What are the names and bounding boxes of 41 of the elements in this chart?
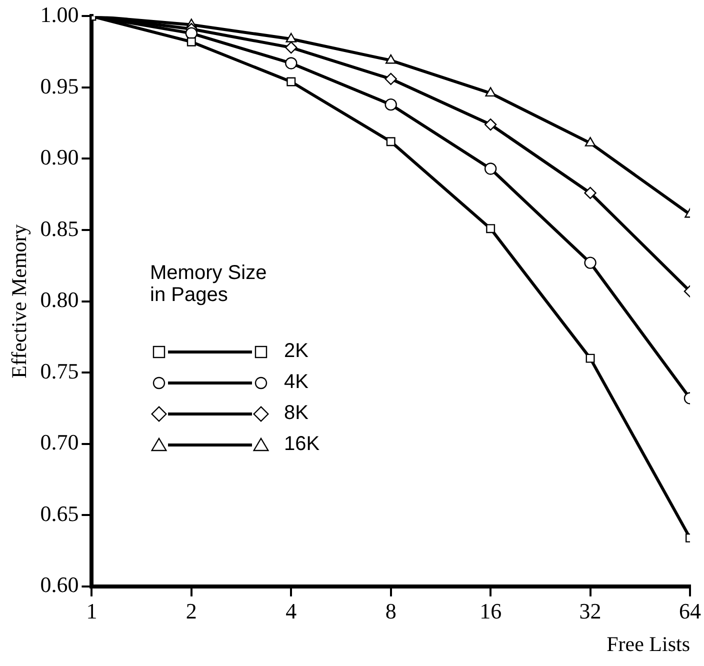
y-tick-label: 0.60: [40, 572, 79, 598]
point: [584, 256, 596, 269]
legend-label: 2K: [284, 340, 308, 363]
x-tick-label: 1: [86, 598, 98, 624]
point: [385, 54, 396, 64]
point: [484, 162, 497, 175]
legend-label: 4K: [284, 371, 308, 394]
x-tick-label: 32: [579, 598, 602, 624]
point: [384, 98, 397, 111]
y-axis-title: Effective Memory: [7, 224, 32, 378]
x-axis-title: Free Lists: [606, 632, 690, 656]
y-tick-label: 0.80: [40, 287, 79, 312]
y-tick-label: 0.65: [40, 500, 79, 526]
point: [485, 87, 496, 97]
point: [584, 136, 596, 146]
x-tick-label: 64: [679, 598, 701, 624]
point: [586, 354, 595, 363]
point: [286, 32, 296, 42]
point: [285, 57, 298, 70]
x-tick-label: 4: [286, 598, 297, 624]
y-tick-label: 0.90: [40, 144, 79, 170]
point: [286, 77, 296, 86]
point: [186, 37, 196, 46]
point: [285, 41, 298, 54]
point: [486, 224, 496, 234]
x-tick-label: 8: [385, 598, 396, 624]
point: [386, 137, 396, 146]
y-tick-label: 0.70: [40, 430, 79, 455]
legend-title: Memory Size in Pages: [150, 262, 268, 306]
point: [584, 186, 596, 200]
point: [484, 118, 497, 131]
y-tick-label: 0.85: [40, 216, 79, 241]
y-tick-label: 1.00: [40, 2, 79, 27]
point: [185, 27, 198, 40]
point: [384, 72, 397, 86]
x-tick-label: 16: [480, 598, 502, 624]
legend-label: 8K: [284, 402, 308, 425]
y-tick-label: 0.75: [40, 358, 79, 384]
y-tick-label: 0.95: [40, 73, 79, 98]
legend-label: 16K: [284, 433, 320, 456]
x-tick-label: 2: [186, 598, 197, 624]
